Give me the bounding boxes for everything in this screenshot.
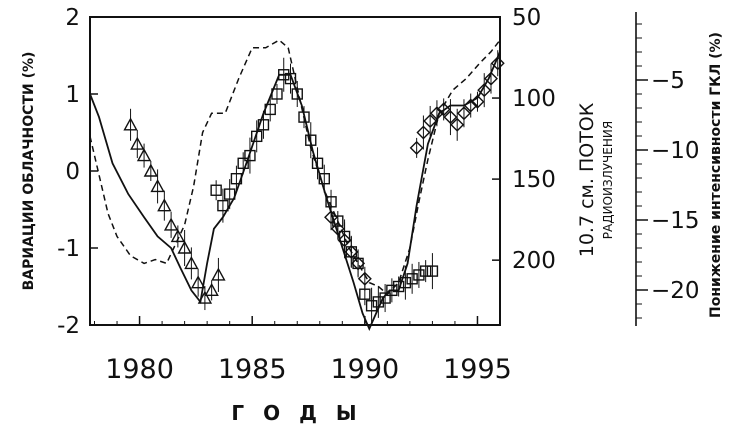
triangle-point [123,117,138,131]
triangle-point [136,148,152,162]
diamond-point [450,117,465,132]
square-point [298,111,310,123]
left-axis-title: ВАРИАЦИИ ОБЛАЧНОСТИ (%) [21,52,37,291]
triangle-point [130,136,145,150]
square-point [365,300,378,312]
middle-axis-subtitle: РАДИОИЗЛУЧЕНИЯ [601,121,615,239]
square-point [392,280,405,293]
diamond-point [443,110,458,125]
middle-tick-label: 150 [512,167,556,193]
diamond-point [429,106,444,121]
square-point [284,72,297,85]
square-point [386,284,398,297]
square-point [244,149,256,162]
square-point [311,157,324,170]
middle-axis-title: 10.7 см. ПОТОК [576,102,598,257]
square-point [210,184,222,196]
diamond-point [456,106,471,121]
middle-axis-ticks: 50 100 150 200 [492,5,556,274]
square-point [237,157,249,170]
square-point [223,188,236,200]
middle-tick-label: 100 [512,86,556,112]
diamond-point [351,256,366,271]
left-tick-label: 2 [65,5,80,31]
x-tick-label: 1980 [105,354,174,385]
diamond-point [330,221,345,236]
triangle-point [150,178,165,193]
triangle-point [197,290,213,304]
x-tick-label: 1995 [443,354,512,385]
diamond-point [324,210,339,225]
diamond-point [416,125,431,140]
diamond-point [357,271,372,286]
right-axis-ticks: −5 −10 −15 −20 [636,23,700,319]
diamond-point [436,102,451,117]
diamond-point [423,113,438,128]
middle-tick-label: 50 [512,5,541,31]
x-axis-ticks: 1980 1985 1990 1995 [94,316,512,385]
triangle-point [184,255,199,270]
right-tick-label: −15 [651,208,700,234]
x-axis-title: Г О Д Ы [231,401,362,425]
right-tick-label: −20 [651,278,700,304]
square-point [419,265,432,277]
x-tick-label: 1990 [330,354,399,385]
diamond-point [337,233,352,248]
square-point [318,172,330,185]
left-tick-label: 0 [65,159,80,185]
square-point [379,292,391,304]
left-tick-label: -1 [57,236,80,262]
square-point [217,199,229,212]
left-axis-ticks: 2 1 0 -1 -2 [57,5,98,339]
square-point [251,130,263,143]
diamond-point [344,244,359,259]
series-layer [89,39,505,332]
x-tick-label: 1985 [218,354,287,385]
square-point [230,172,243,185]
diamond-point [477,83,492,98]
diamond-point [490,56,505,71]
diamond-point [483,71,498,86]
triangle-point [143,163,159,177]
diamond-point [470,94,485,109]
triangle-point [177,240,192,254]
triangle-point [211,267,226,281]
left-tick-label: 1 [65,82,80,108]
square-point [413,269,425,281]
diamond-point [463,98,478,113]
square-point [372,296,385,308]
dashed-series-line [89,39,501,296]
right-axis-title: Понижение интенсивности ГКЛ (%) [708,32,724,318]
right-tick-label: −10 [651,138,700,164]
triangle-point [157,198,172,212]
middle-tick-label: 200 [512,248,556,274]
right-tick-label: −5 [651,68,685,94]
square-point [271,88,283,100]
plot-frame [89,16,501,326]
triangle-point [204,282,219,297]
square-point [406,273,418,285]
square-point [426,265,439,277]
square-point [305,134,317,146]
triangle-point [163,217,179,231]
left-tick-label: -2 [57,313,80,339]
square-point [257,119,270,131]
triangle-point [170,228,186,243]
square-point [278,69,290,81]
triangle-point [190,275,206,289]
diamond-point [409,140,424,155]
square-point [399,276,412,289]
square-point [291,88,303,100]
square-point [264,103,276,116]
